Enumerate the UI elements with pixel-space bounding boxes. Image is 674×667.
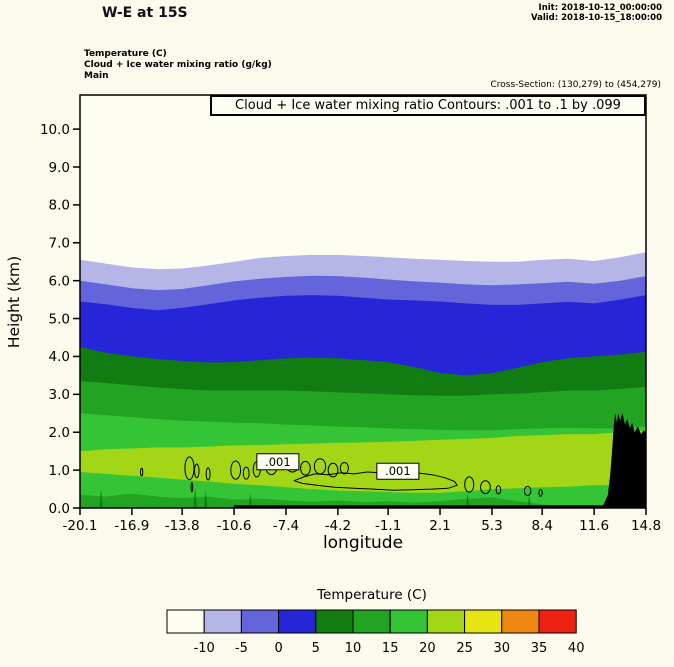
cloud-contour	[230, 460, 242, 480]
field-domain: Main	[84, 71, 109, 81]
colorbar-title: Temperature (C)	[317, 587, 427, 603]
colorbar-box	[315, 609, 354, 634]
colorbar-label: 5	[312, 641, 320, 656]
surface-strip	[234, 505, 646, 508]
colorbar-label: -5	[235, 641, 248, 656]
colorbar-box	[352, 609, 391, 634]
surface-dip	[99, 489, 103, 508]
plot-area: .001 .001	[80, 95, 646, 508]
terrain	[599, 413, 646, 508]
colorbar-label: 35	[531, 641, 548, 656]
colorbar-label: -10	[194, 641, 215, 656]
cloud-contour	[300, 460, 311, 476]
x-tick-label: -7.4	[273, 518, 299, 534]
y-tick-label: 7.0	[49, 236, 70, 252]
colorbar-label: 25	[456, 641, 473, 656]
surface-dip	[204, 490, 208, 508]
cloud-contour	[523, 485, 532, 496]
x-tick-label: 14.8	[631, 518, 661, 534]
y-tick-label: 4.0	[49, 349, 70, 365]
cool-surface-layer	[80, 493, 646, 508]
x-tick-label: -16.9	[114, 518, 149, 534]
cloud-contour	[480, 480, 491, 495]
x-tick-label: 11.6	[579, 518, 609, 534]
y-axis-label: Height (km)	[5, 255, 23, 349]
y-tick-label: 6.0	[49, 273, 70, 289]
colorbar-box	[166, 609, 205, 634]
cloud-contour	[139, 467, 144, 477]
x-tick-label: -13.8	[165, 518, 200, 534]
x-axis-label: longitude	[322, 533, 404, 553]
contour-label: .001	[265, 455, 291, 469]
surface-dip	[527, 494, 531, 508]
cloud-contour	[339, 462, 349, 475]
y-tick-label: 0.0	[49, 501, 70, 517]
contour-info-box: Cloud + Ice water mixing ratio Contours:…	[210, 95, 646, 116]
colorbar-label: 10	[345, 641, 362, 656]
field-temperature: Temperature (C)	[84, 49, 167, 59]
cloud-contour	[327, 462, 339, 478]
colorbar-label: 15	[382, 641, 399, 656]
x-tick-label: -1.1	[375, 518, 401, 534]
colorbar-label: 0	[274, 641, 282, 656]
colorbar-box	[389, 609, 428, 634]
colorbar-box	[538, 609, 577, 634]
x-tick-label: -20.1	[63, 518, 98, 534]
valid-time: Valid: 2018-10-15_18:00:00	[530, 13, 662, 23]
colorbar-box	[240, 609, 280, 634]
y-tick-label: 1.0	[49, 463, 70, 479]
y-tick-label: 2.0	[49, 425, 70, 441]
y-tick-label: 3.0	[49, 387, 70, 403]
y-tick-label: 8.0	[49, 198, 70, 214]
surface-dip	[193, 487, 197, 508]
init-time: Init: 2018-10-12_00:00:00	[538, 3, 662, 13]
cloud-contour	[190, 482, 194, 493]
surface-dip	[465, 492, 470, 508]
cloud-contour	[193, 463, 200, 479]
cloud-contour	[464, 476, 475, 493]
cross-section-info: Cross-Section: (130,279) to (454,279)	[490, 80, 662, 90]
x-tick-label: 5.3	[481, 518, 502, 534]
contour-label-box	[376, 462, 420, 480]
cloud-contour	[205, 467, 211, 481]
colorbar-box	[464, 609, 503, 634]
cloud-contour	[242, 466, 250, 480]
y-tick-label: 10.0	[40, 122, 70, 138]
contour-label: .001	[385, 464, 411, 478]
cloud-contour	[184, 456, 195, 481]
cloud-contour-outline	[293, 470, 458, 491]
run-info: Init: 2018-10-12_00:00:00 Valid: 2018-10…	[531, 3, 662, 23]
x-tick-label: 2.1	[429, 518, 450, 534]
cloud-contour	[495, 485, 502, 495]
field-cloud-ice: Cloud + Ice water mixing ratio (g/kg)	[84, 60, 272, 70]
colorbar-box	[203, 609, 242, 634]
x-tick-label: 8.4	[531, 518, 552, 534]
contour-label-box	[256, 453, 300, 471]
colorbar-label: 40	[568, 641, 585, 656]
x-tick-label: -10.6	[217, 518, 252, 534]
field-list: Temperature (C) Cloud + Ice water mixing…	[84, 49, 272, 82]
colorbar-box	[501, 609, 540, 634]
colorbar-box	[426, 609, 466, 634]
colorbar-box	[278, 609, 317, 634]
inversion-band	[80, 430, 646, 493]
colorbar-label: 30	[494, 641, 511, 656]
colorbar-label: 20	[419, 641, 436, 656]
page-title: W-E at 15S	[102, 5, 188, 21]
y-tick-label: 5.0	[49, 311, 70, 327]
y-tick-label: 9.0	[49, 160, 70, 176]
surface-dip	[248, 492, 252, 508]
cloud-contour	[538, 488, 543, 497]
x-tick-label: -4.2	[325, 518, 351, 534]
